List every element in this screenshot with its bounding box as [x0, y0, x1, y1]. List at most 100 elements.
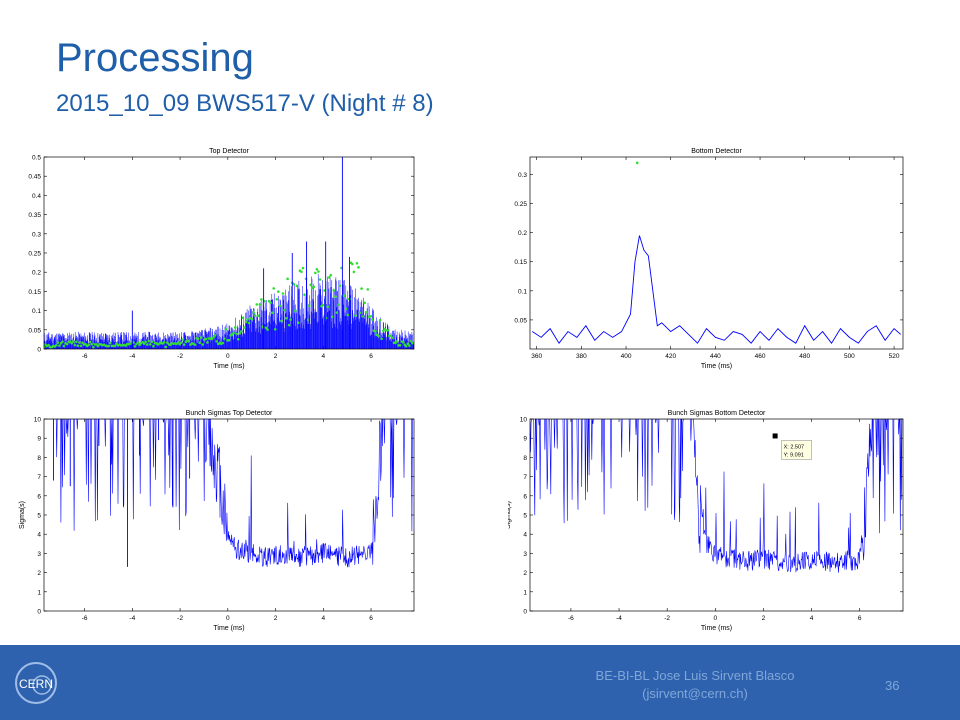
x-axis-label: Time (ms) [701, 625, 732, 632]
data-point [56, 341, 60, 344]
series-bars [44, 274, 414, 349]
data-point [236, 337, 240, 341]
y-tick-label: 0.1 [32, 308, 41, 315]
y-tick-label: 0.05 [28, 327, 41, 334]
y-tick-label: 0.15 [28, 289, 41, 296]
data-point [326, 305, 329, 309]
data-point [81, 341, 84, 345]
data-point [300, 270, 303, 274]
data-point [108, 341, 112, 345]
data-point [150, 340, 154, 344]
data-point [221, 341, 225, 345]
data-point [240, 330, 243, 333]
y-tick-label: 8 [37, 455, 41, 462]
data-point [176, 341, 180, 344]
data-point [329, 273, 333, 277]
series-line [530, 419, 903, 573]
data-point [224, 328, 228, 331]
y-tick-label: 0.35 [28, 212, 41, 219]
data-point [395, 340, 399, 343]
x-tick-label: 380 [576, 353, 587, 360]
data-point [76, 344, 80, 347]
x-axis-label: Time (ms) [213, 625, 244, 632]
y-tick-label: 0.3 [32, 231, 41, 238]
data-point [144, 340, 148, 344]
data-point [243, 326, 246, 329]
data-point [215, 340, 218, 343]
data-point [352, 270, 356, 274]
data-point [201, 343, 205, 346]
chart-bunch-sigmas-top: Bunch Sigmas Top Detector Time (ms) Sigma(… [14, 405, 424, 635]
data-point [182, 343, 186, 346]
data-point [284, 316, 288, 320]
data-point [252, 311, 255, 314]
data-point [227, 338, 231, 342]
data-point [179, 341, 183, 344]
x-tick-label: 500 [844, 353, 855, 360]
x-tick-label: 400 [621, 353, 632, 360]
x-tick-label: 2 [762, 615, 766, 622]
data-point [181, 338, 185, 341]
x-axis-label: Time (ms) [701, 363, 732, 370]
data-point [371, 318, 374, 321]
chart-svg: Bottom Detector Time (ms) 360 380 400 420 440 4… [514, 148, 904, 370]
y-tick-label: 8 [523, 455, 527, 462]
data-point [58, 344, 61, 347]
y-axis-label: Sigma(s) [19, 501, 26, 529]
plot-area [44, 419, 414, 568]
data-point [47, 343, 50, 347]
data-point [380, 337, 383, 341]
y-tick-label: 0.15 [514, 259, 527, 266]
data-point [364, 310, 368, 314]
data-point [193, 343, 197, 346]
data-point [270, 311, 274, 315]
y-tick-label: 0.1 [518, 288, 527, 295]
data-point [145, 343, 149, 346]
x-tick-label: 6 [369, 353, 373, 360]
data-point [253, 314, 257, 317]
data-point [321, 303, 325, 307]
y-tick-label: 9 [37, 436, 41, 443]
data-point [232, 331, 235, 335]
footer-line1: BE-BI-BL Jose Luis Sirvent Blasco [595, 668, 795, 683]
data-point [391, 336, 394, 340]
x-tick-label: 4 [810, 615, 814, 622]
data-point [278, 304, 282, 308]
data-point [198, 341, 202, 344]
y-tick-label: 1 [523, 589, 527, 596]
data-point [78, 341, 81, 344]
y-tick-label: 10 [34, 417, 42, 424]
data-point [133, 344, 137, 348]
footer-bar: CERN BE-BI-BL Jose Luis Sirvent Blasco (… [0, 645, 960, 720]
series-line [44, 419, 414, 568]
plot-frame [529, 156, 904, 350]
data-point [166, 341, 169, 344]
data-point [256, 314, 260, 318]
data-point [343, 294, 346, 297]
datatip-x: X: 2.507 [784, 444, 805, 450]
data-point [272, 287, 276, 290]
data-point [213, 333, 217, 337]
datatip-box [781, 440, 812, 460]
y-tick-label: 4 [523, 532, 527, 539]
x-tick-label: 420 [665, 353, 676, 360]
data-point [408, 344, 411, 347]
x-tick-label: 2 [274, 353, 278, 360]
data-point [92, 345, 95, 349]
data-point [386, 329, 390, 332]
y-tick-label: 6 [523, 493, 527, 500]
data-point [275, 297, 279, 301]
data-point [55, 343, 58, 347]
chart-svg: Bunch Sigmas Bottom Detector Time (ms) Sig… [508, 410, 904, 632]
data-point [338, 284, 342, 288]
data-point [281, 292, 285, 295]
data-point [178, 342, 181, 346]
data-point [378, 318, 382, 322]
chart-title: Bottom Detector [691, 148, 742, 155]
data-point [307, 304, 311, 308]
plot-frame [43, 156, 415, 350]
data-point [295, 284, 299, 288]
data-point [199, 336, 203, 339]
x-tick-label: -4 [129, 353, 135, 360]
data-point [293, 309, 297, 313]
